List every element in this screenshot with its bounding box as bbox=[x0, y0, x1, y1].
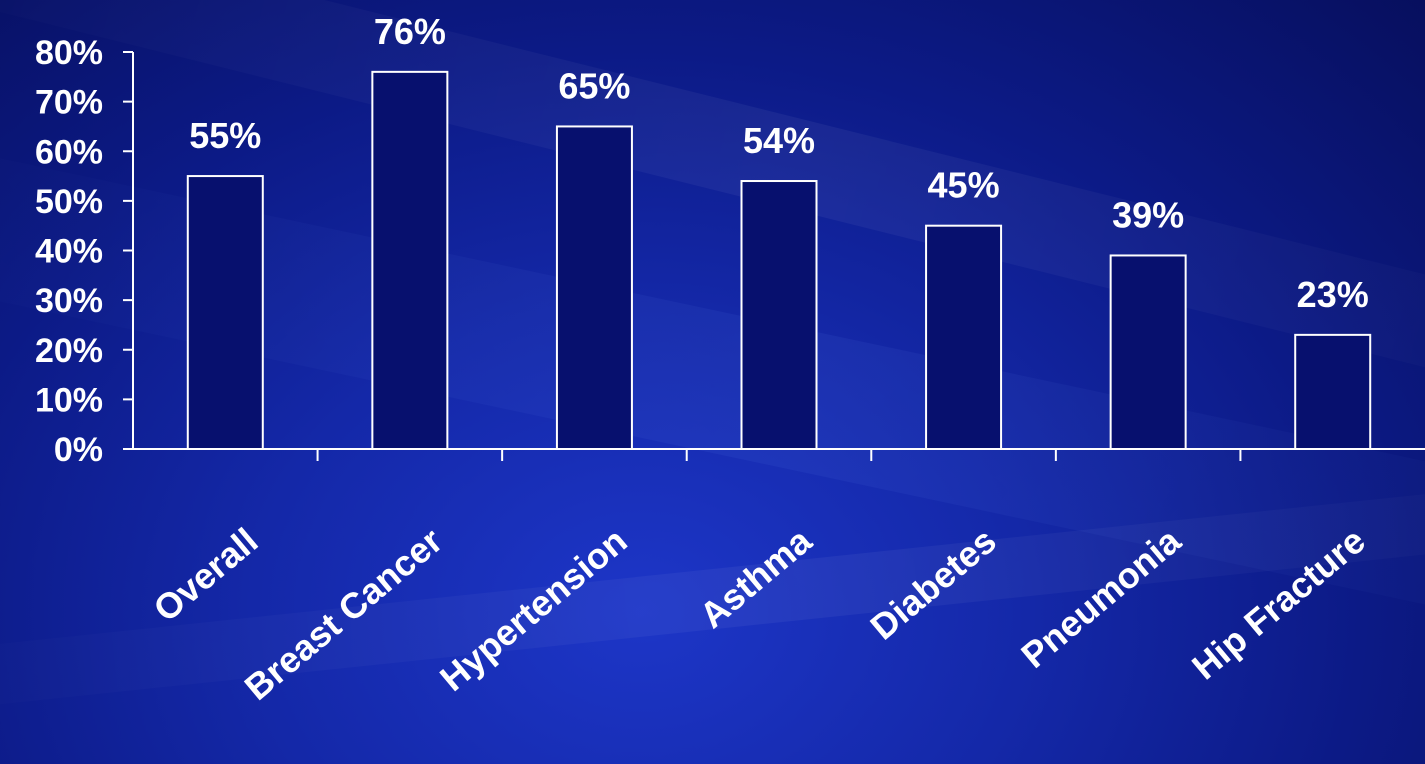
bar-breast-cancer bbox=[371, 70, 449, 450]
bar-overall bbox=[186, 175, 264, 450]
bars bbox=[186, 70, 1372, 450]
y-tick-label: 70% bbox=[35, 84, 103, 122]
x-axis bbox=[133, 448, 1425, 461]
value-labels: 55% 76% 65% 54% 45% 39% 23% bbox=[189, 11, 1368, 315]
y-tick-label: 80% bbox=[35, 34, 103, 72]
y-axis: 0% 10% 20% 30% 40% 50% 60% 70% 80% bbox=[35, 34, 134, 469]
bar-diabetes bbox=[925, 224, 1003, 450]
bar-pneumonia bbox=[1109, 254, 1187, 450]
bar-hypertension bbox=[555, 125, 633, 450]
value-label: 65% bbox=[558, 65, 630, 106]
value-label: 39% bbox=[1112, 194, 1184, 235]
category-label: Diabetes bbox=[862, 520, 1003, 648]
value-label: 76% bbox=[374, 11, 446, 52]
category-label: Hip Fracture bbox=[1184, 520, 1373, 688]
category-label: Breast Cancer bbox=[237, 520, 450, 708]
value-label: 23% bbox=[1297, 274, 1369, 315]
category-label: Pneumonia bbox=[1013, 519, 1189, 676]
value-label: 55% bbox=[189, 115, 261, 156]
y-tick-label: 0% bbox=[54, 431, 103, 469]
value-label: 45% bbox=[928, 165, 1000, 206]
y-tick-label: 30% bbox=[35, 282, 103, 320]
category-label: Hypertension bbox=[432, 520, 635, 699]
bar-asthma bbox=[740, 180, 818, 450]
value-label: 54% bbox=[743, 120, 815, 161]
category-label: Overall bbox=[146, 520, 266, 630]
y-tick-label: 20% bbox=[35, 332, 103, 370]
y-tick-label: 10% bbox=[35, 381, 103, 419]
y-tick-label: 50% bbox=[35, 183, 103, 221]
bar-hip-fracture bbox=[1294, 333, 1372, 450]
y-tick-label: 60% bbox=[35, 133, 103, 171]
category-label: Asthma bbox=[692, 519, 820, 636]
y-tick-label: 40% bbox=[35, 233, 103, 271]
